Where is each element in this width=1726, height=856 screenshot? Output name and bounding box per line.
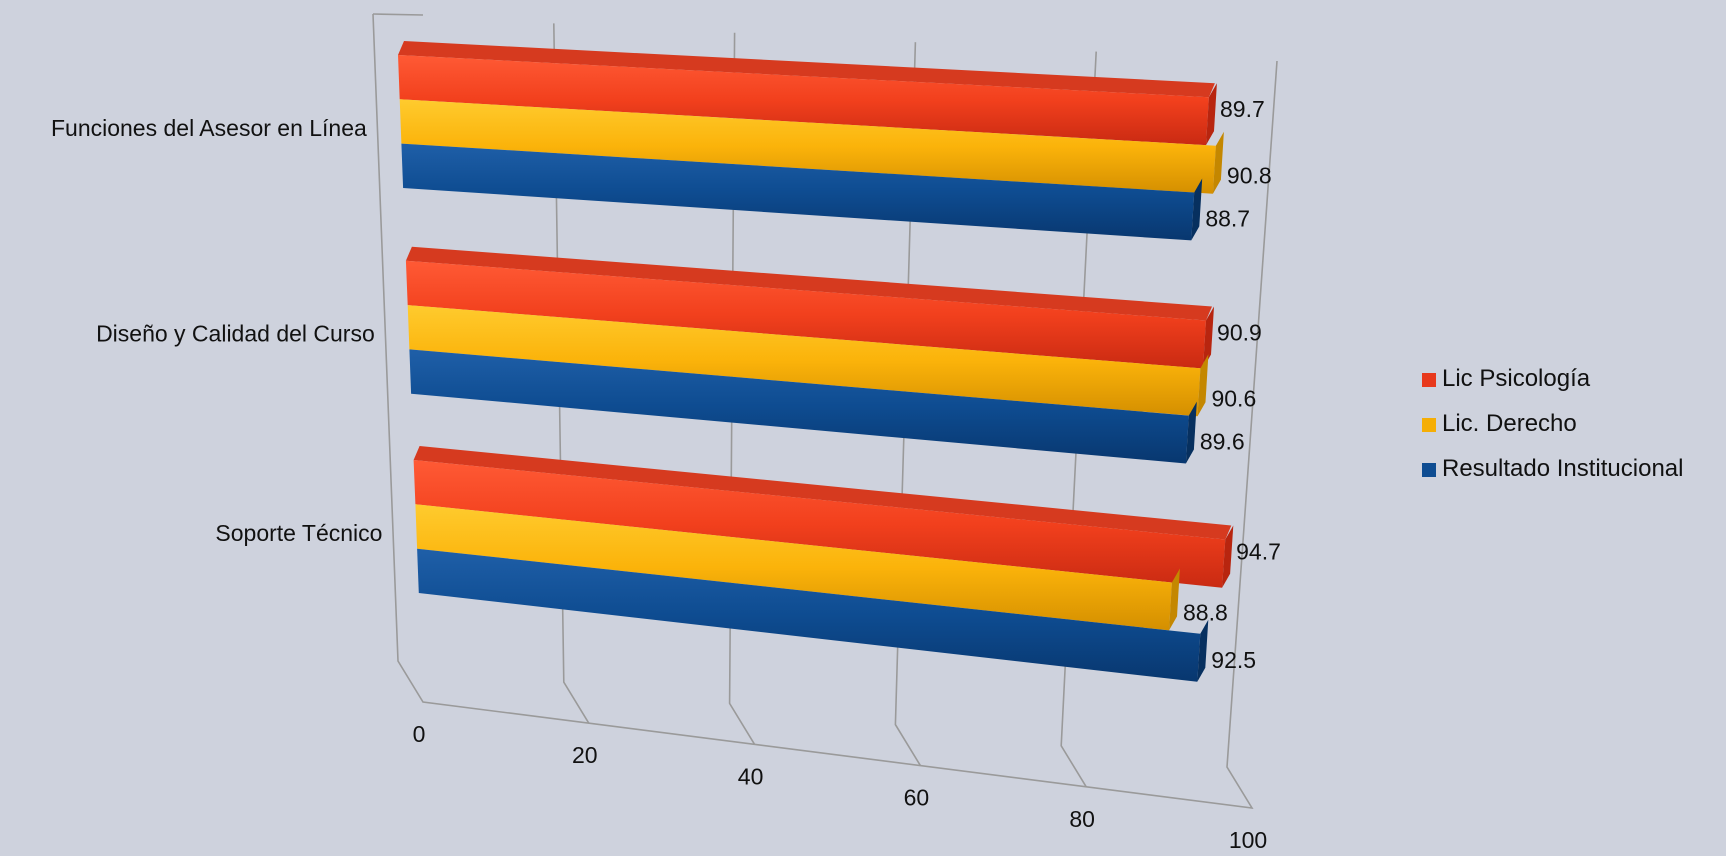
legend-label: Lic. Derecho bbox=[1442, 410, 1577, 437]
category-label: Soporte Técnico bbox=[215, 520, 382, 546]
data-label: 89.6 bbox=[1200, 429, 1245, 455]
bar-end-cap bbox=[1197, 354, 1209, 417]
bar-end-cap bbox=[1212, 131, 1224, 194]
tick-label: 40 bbox=[738, 763, 764, 789]
bar-top-face bbox=[398, 41, 1215, 98]
bars bbox=[398, 41, 1234, 682]
tick-label: 100 bbox=[1229, 827, 1267, 853]
data-label: 90.9 bbox=[1217, 320, 1262, 346]
category-label: Diseño y Calidad del Curso bbox=[96, 321, 375, 347]
bar-top-face bbox=[405, 246, 1212, 321]
data-label: 92.5 bbox=[1211, 647, 1256, 673]
data-label: 88.8 bbox=[1183, 599, 1228, 625]
axis-frame-line bbox=[372, 13, 1278, 810]
gridline bbox=[894, 42, 922, 767]
bar-0-0 bbox=[398, 55, 1209, 146]
tick-label: 80 bbox=[1069, 806, 1095, 832]
category-label: Funciones del Asesor en Línea bbox=[51, 115, 367, 141]
legend-label: Lic Psicología bbox=[1442, 365, 1591, 392]
data-label: 94.7 bbox=[1236, 539, 1281, 565]
data-label: 90.6 bbox=[1211, 385, 1256, 411]
gridline bbox=[728, 32, 756, 745]
category-labels: Funciones del Asesor en Línea Diseño y Ca… bbox=[51, 115, 382, 546]
data-label: 90.8 bbox=[1227, 163, 1272, 189]
tick-label: 0 bbox=[413, 721, 426, 747]
data-label: 88.7 bbox=[1205, 205, 1250, 231]
tick-label: 20 bbox=[572, 742, 598, 768]
bar-end-cap bbox=[1185, 401, 1197, 464]
bar-1-2 bbox=[409, 349, 1189, 464]
bar-0-2 bbox=[401, 143, 1195, 241]
legend-swatch bbox=[1422, 463, 1436, 477]
bar-2-0 bbox=[413, 460, 1226, 588]
bar-0-1 bbox=[399, 99, 1216, 194]
gridline bbox=[553, 23, 590, 724]
bar-1-1 bbox=[407, 305, 1201, 417]
bar-end-cap bbox=[1206, 83, 1217, 146]
gridlines bbox=[553, 23, 1097, 788]
gridline bbox=[1060, 51, 1097, 788]
data-label: 89.7 bbox=[1220, 96, 1265, 122]
bar-2-1 bbox=[415, 504, 1172, 631]
bar-1-0 bbox=[405, 260, 1206, 369]
bar-2-2 bbox=[417, 548, 1201, 682]
bar-end-cap bbox=[1191, 178, 1203, 241]
bar-end-cap bbox=[1203, 306, 1214, 369]
x-axis-ticks: 0 20 40 60 80 100 bbox=[413, 721, 1268, 853]
bar-end-cap bbox=[1197, 619, 1209, 682]
legend-swatch bbox=[1422, 373, 1436, 387]
axes-frame bbox=[372, 13, 1278, 810]
bar-top-face bbox=[413, 446, 1232, 540]
wall-top-edge bbox=[372, 13, 424, 16]
bar-end-cap bbox=[1169, 568, 1180, 631]
tick-label: 60 bbox=[904, 785, 930, 811]
data-labels: 89.7 90.8 88.7 90.9 90.6 89.6 94.7 88.8 92.5 bbox=[1183, 96, 1281, 673]
legend-label: Resultado Institucional bbox=[1442, 455, 1683, 482]
bar-end-cap bbox=[1222, 525, 1234, 588]
legend-swatch bbox=[1422, 418, 1436, 432]
legend: Lic Psicología Lic. Derecho Resultado Inst… bbox=[1422, 365, 1683, 482]
